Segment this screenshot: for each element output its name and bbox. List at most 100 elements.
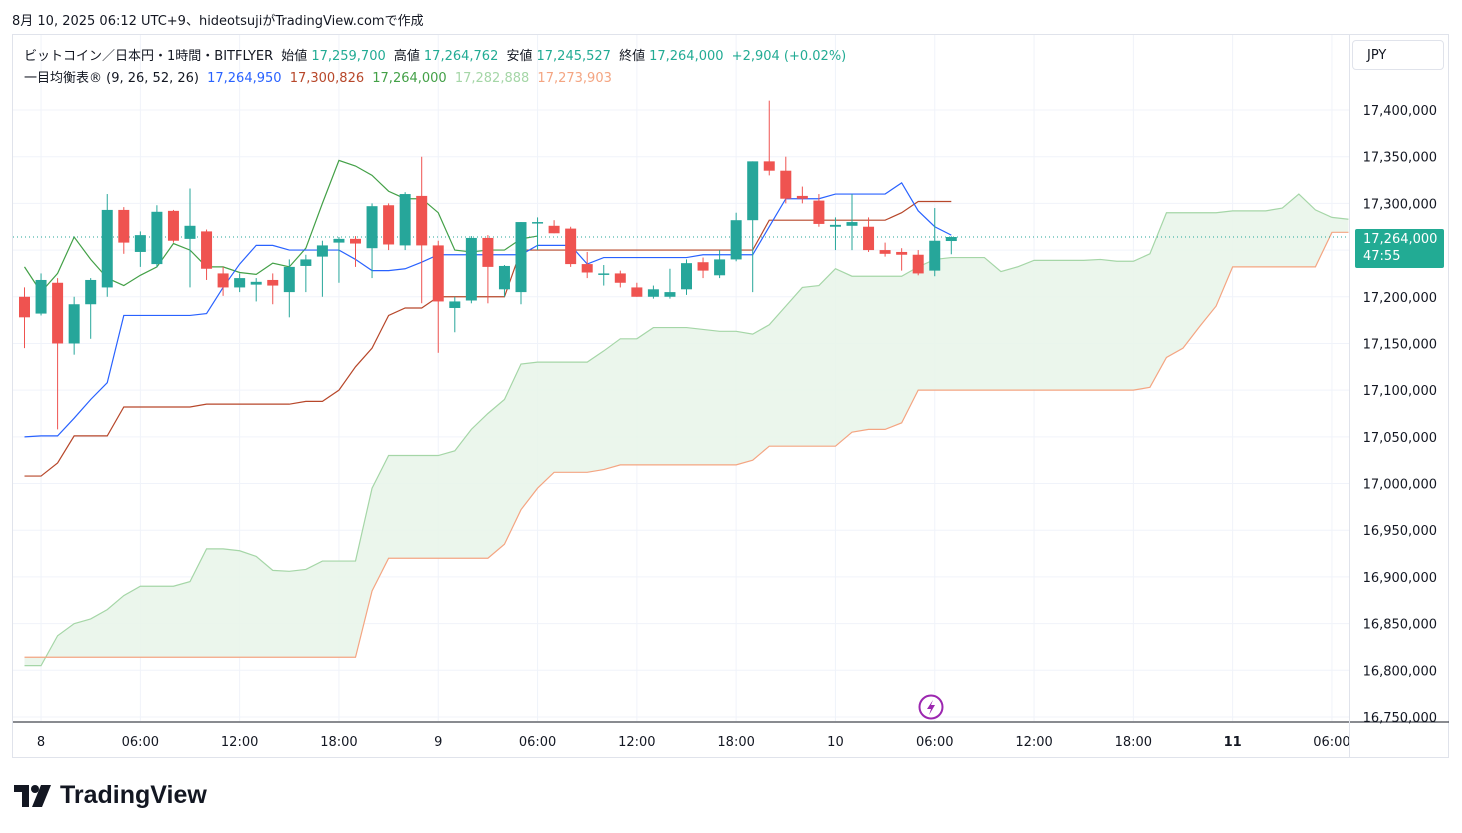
close-label: 終値: [619, 49, 646, 64]
chart-frame: [12, 34, 1449, 758]
x-tick-label: 18:00: [1115, 735, 1152, 750]
y-tick-label: 17,400,000: [1363, 104, 1437, 119]
tradingview-logo-icon: [14, 784, 51, 807]
y-tick-label: 17,000,000: [1363, 478, 1437, 493]
candle-body: [714, 259, 726, 276]
ichimoku-lines: [13, 159, 1349, 667]
candle-body: [449, 301, 461, 308]
y-tick-label: 16,800,000: [1363, 664, 1437, 679]
senkou-a-line: [24, 193, 1349, 667]
x-tick-label: 06:00: [1313, 735, 1350, 750]
y-tick-label: 17,050,000: [1363, 431, 1437, 446]
candle-body: [465, 237, 477, 301]
candle-body: [151, 211, 163, 265]
low-value: 17,245,527: [536, 49, 611, 64]
close-value: 17,264,000: [649, 49, 724, 64]
change-value: +2,904 (+0.02%): [731, 49, 847, 64]
candle-body: [35, 279, 47, 314]
x-tick-label: 8: [37, 735, 45, 750]
ohlc-legend: ビットコイン／日本円・1時間・BITFLYER 始値 17,259,700 高値 1…: [24, 45, 850, 64]
candle-body: [945, 237, 957, 242]
candle-body: [681, 263, 692, 290]
senkou-b-value: 17,273,903: [537, 71, 612, 86]
candle-body: [647, 289, 659, 297]
candle-body: [300, 259, 312, 266]
candle-body: [912, 254, 924, 274]
y-tick-label: 16,950,000: [1363, 524, 1437, 539]
y-tick-label: 17,100,000: [1363, 384, 1437, 399]
x-tick-label: 10: [827, 735, 844, 750]
candle-body: [548, 225, 560, 234]
candle-body: [929, 240, 941, 271]
candle-body: [730, 220, 742, 260]
last-price-tag: 17,264,000 47:55: [1355, 229, 1444, 268]
candle-body: [581, 264, 593, 273]
candle-body: [532, 222, 544, 224]
candle-body: [118, 209, 130, 243]
symbol-label[interactable]: ビットコイン／日本円・1時間・BITFLYER: [24, 49, 274, 64]
low-label: 安値: [506, 49, 533, 64]
y-tick-label: 17,350,000: [1363, 151, 1437, 166]
candle-body: [101, 209, 113, 288]
candle-body: [763, 161, 775, 171]
brand-name: TradingView: [60, 781, 207, 809]
indicator-name[interactable]: 一目均衡表® (9, 26, 52, 26): [24, 71, 199, 86]
candle-body: [813, 200, 825, 224]
candle-body: [399, 194, 411, 246]
candle-body: [879, 250, 891, 254]
candle-body: [201, 231, 213, 269]
candle-body: [167, 210, 179, 241]
open-value: 17,259,700: [311, 49, 386, 64]
y-tick-label: 17,150,000: [1363, 337, 1437, 352]
cloud-fill: [24, 194, 1349, 666]
currency-selector[interactable]: JPY: [1352, 40, 1444, 70]
candle-body: [234, 278, 246, 288]
last-price-value: 17,264,000: [1363, 232, 1438, 247]
high-value: 17,264,762: [423, 49, 499, 64]
candle-body: [896, 251, 908, 255]
y-tick-label: 16,750,000: [1363, 711, 1437, 726]
senkou-b-line: [24, 231, 1349, 658]
candle-body: [863, 226, 875, 251]
candle-body: [366, 206, 378, 249]
candle-body: [19, 296, 30, 318]
candle-body: [482, 237, 494, 267]
candle-body: [383, 205, 395, 245]
candle-body: [565, 228, 577, 265]
senkou-a-value: 17,282,888: [454, 71, 530, 86]
candle-body: [267, 279, 279, 286]
tenkan-value: 17,264,950: [207, 71, 282, 86]
y-tick-label: 17,300,000: [1363, 197, 1437, 212]
y-tick-label: 16,900,000: [1363, 571, 1437, 586]
x-tick-label: 06:00: [519, 735, 556, 750]
bar-countdown: 47:55: [1363, 249, 1401, 264]
tradingview-logo[interactable]: TradingView: [14, 781, 207, 810]
candle-body: [631, 287, 643, 297]
candle-body: [316, 245, 328, 257]
candle-body: [68, 304, 80, 344]
lightning-icon[interactable]: [918, 694, 944, 720]
x-tick-label: 11: [1224, 735, 1242, 750]
open-label: 始値: [281, 49, 308, 64]
chikou-line: [23, 159, 538, 294]
y-tick-label: 17,200,000: [1363, 291, 1437, 306]
candles: [19, 100, 957, 430]
candle-body: [350, 238, 361, 244]
candle-body: [250, 281, 262, 285]
indicator-legend[interactable]: 一目均衡表® (9, 26, 52, 26) 17,264,950 17,300…: [24, 67, 616, 86]
candle-body: [598, 273, 610, 275]
candle-body: [85, 279, 97, 305]
x-tick-label: 12:00: [618, 735, 655, 750]
candle-body: [664, 292, 676, 297]
candle-body: [416, 195, 428, 246]
kijun-value: 17,300,826: [289, 71, 365, 86]
candle-body: [697, 262, 709, 271]
x-tick-label: 12:00: [1015, 735, 1052, 750]
chikou-value: 17,264,000: [372, 71, 447, 86]
x-tick-label: 9: [434, 735, 442, 750]
ichimoku-cloud: [24, 194, 1349, 666]
candle-body: [515, 222, 527, 293]
x-tick-label: 06:00: [122, 735, 159, 750]
candle-body: [780, 170, 792, 199]
